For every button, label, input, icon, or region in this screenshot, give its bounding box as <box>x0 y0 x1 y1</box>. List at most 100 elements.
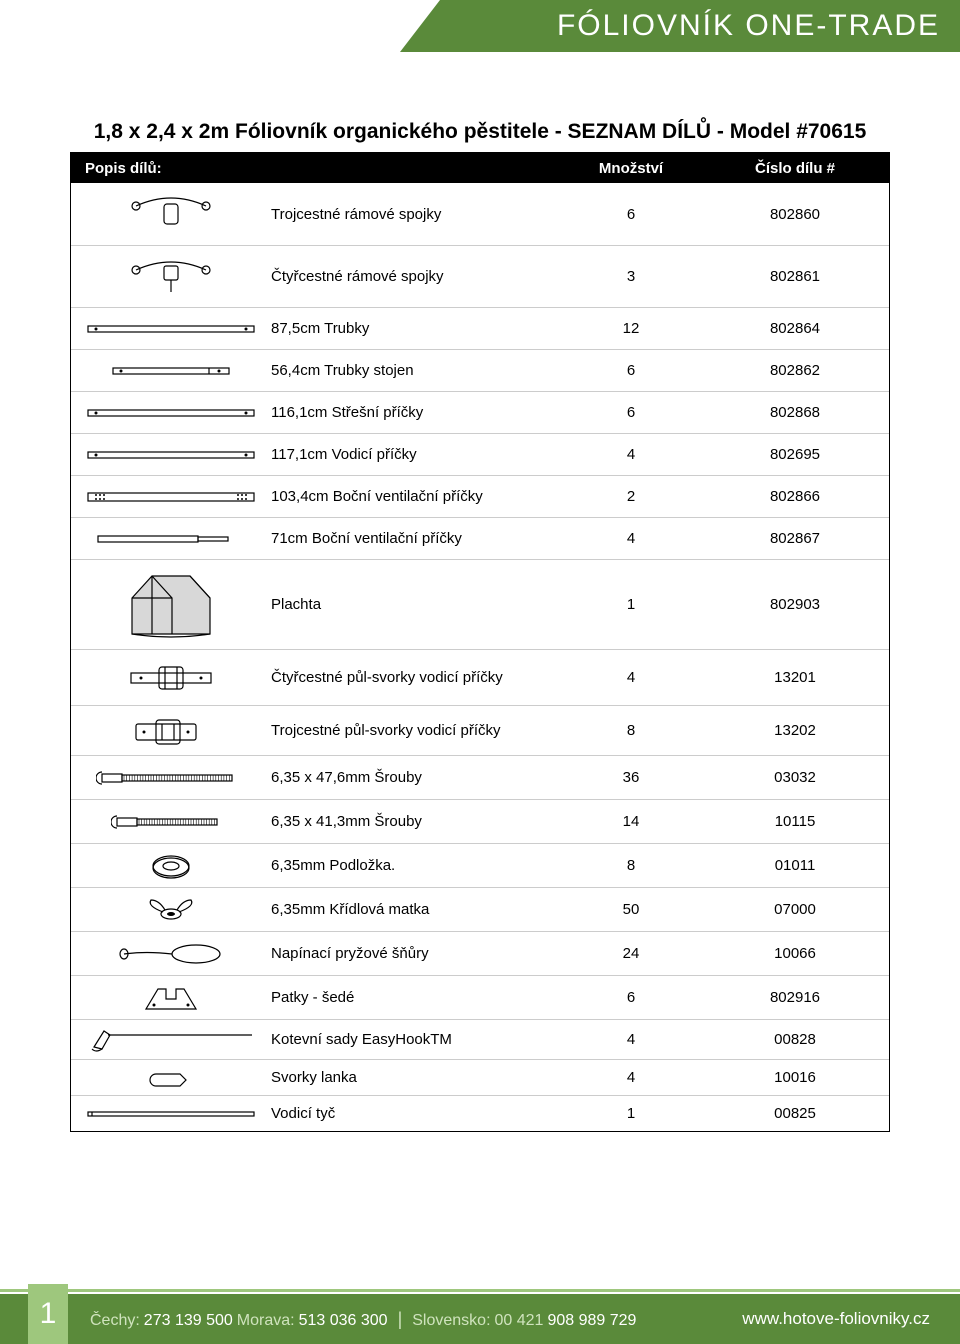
washer-icon <box>71 852 271 880</box>
cell-partnumber: 802903 <box>701 596 889 613</box>
cell-quantity: 6 <box>561 206 701 223</box>
tube-half-icon <box>71 532 271 546</box>
cell-description: 87,5cm Trubky <box>271 320 561 337</box>
table-row: 116,1cm Střešní příčky6802868 <box>71 391 889 433</box>
cell-description: Čtyřcestné půl-svorky vodicí příčky <box>271 669 561 686</box>
cell-partnumber: 10016 <box>701 1069 889 1086</box>
cell-description: 6,35mm Křídlová matka <box>271 901 561 918</box>
cell-description: Čtyřcestné rámové spojky <box>271 268 561 285</box>
footer-cechy-phone: 273 139 500 <box>144 1312 233 1330</box>
cell-quantity: 4 <box>561 446 701 463</box>
footer-separator: | <box>398 1309 403 1330</box>
cell-quantity: 4 <box>561 669 701 686</box>
page-title: 1,8 x 2,4 x 2m Fóliovník organického pěs… <box>70 120 890 144</box>
cell-description: 71cm Boční ventilační příčky <box>271 530 561 547</box>
tube-long-icon <box>71 448 271 462</box>
bolt-short-icon <box>71 812 271 832</box>
cell-quantity: 1 <box>561 1105 701 1122</box>
cell-description: Plachta <box>271 596 561 613</box>
cell-partnumber: 802867 <box>701 530 889 547</box>
tube-long-icon <box>71 406 271 420</box>
table-row: Trojcestné půl-svorky vodicí příčky81320… <box>71 705 889 755</box>
cell-quantity: 24 <box>561 945 701 962</box>
table-row: 71cm Boční ventilační příčky4802867 <box>71 517 889 559</box>
cell-partnumber: 00825 <box>701 1105 889 1122</box>
cell-description: Trojcestné rámové spojky <box>271 206 561 223</box>
cell-partnumber: 01011 <box>701 857 889 874</box>
table-row: Svorky lanka410016 <box>71 1059 889 1095</box>
rod-icon <box>71 1109 271 1119</box>
cell-partnumber: 07000 <box>701 901 889 918</box>
table-body: Trojcestné rámové spojky6802860Čtyřcestn… <box>71 183 889 1131</box>
table-row: Čtyřcestné rámové spojky3802861 <box>71 245 889 307</box>
cell-partnumber: 13201 <box>701 669 889 686</box>
cell-description: Napínací pryžové šňůry <box>271 945 561 962</box>
cell-partnumber: 10115 <box>701 813 889 830</box>
table-row: Napínací pryžové šňůry2410066 <box>71 931 889 975</box>
parts-table: Popis dílů: Množství Číslo dílu # Trojce… <box>70 152 890 1132</box>
cell-quantity: 4 <box>561 1031 701 1048</box>
table-row: 56,4cm Trubky stojen6802862 <box>71 349 889 391</box>
cell-quantity: 6 <box>561 989 701 1006</box>
cell-partnumber: 802860 <box>701 206 889 223</box>
cell-description: Kotevní sady EasyHookTM <box>271 1031 561 1048</box>
table-row: 6,35 x 47,6mm Šrouby3603032 <box>71 755 889 799</box>
tube-long-icon <box>71 322 271 336</box>
connector-4way-icon <box>71 256 271 298</box>
table-row: Patky - šedé6802916 <box>71 975 889 1019</box>
cell-quantity: 3 <box>561 268 701 285</box>
footer-slovensko-phone: 908 989 729 <box>547 1312 636 1330</box>
connector-3way-icon <box>71 194 271 234</box>
wingnut-icon <box>71 896 271 924</box>
footer: Čechy: 273 139 500 Morava: 513 036 300 |… <box>0 1294 960 1344</box>
cell-partnumber: 802868 <box>701 404 889 421</box>
cell-quantity: 1 <box>561 596 701 613</box>
cell-description: 6,35mm Podložka. <box>271 857 561 874</box>
cell-quantity: 12 <box>561 320 701 337</box>
cell-quantity: 36 <box>561 769 701 786</box>
footer-slovensko-prefix: 00 421 <box>495 1312 544 1330</box>
cell-quantity: 4 <box>561 1069 701 1086</box>
cell-quantity: 6 <box>561 362 701 379</box>
cell-description: Vodicí tyč <box>271 1105 561 1122</box>
bungee-icon <box>71 941 271 967</box>
cell-quantity: 4 <box>561 530 701 547</box>
cell-quantity: 50 <box>561 901 701 918</box>
table-row: Čtyřcestné půl-svorky vodicí příčky41320… <box>71 649 889 705</box>
cell-quantity: 6 <box>561 404 701 421</box>
cell-description: 103,4cm Boční ventilační příčky <box>271 488 561 505</box>
tube-short-icon <box>71 364 271 378</box>
cell-partnumber: 802866 <box>701 488 889 505</box>
cell-description: 6,35 x 41,3mm Šrouby <box>271 813 561 830</box>
table-row: 117,1cm Vodicí příčky4802695 <box>71 433 889 475</box>
table-row: Plachta1802903 <box>71 559 889 649</box>
cell-partnumber: 802861 <box>701 268 889 285</box>
footer-contacts: Čechy: 273 139 500 Morava: 513 036 300 |… <box>90 1309 636 1330</box>
cell-quantity: 2 <box>561 488 701 505</box>
footer-slovensko-label: Slovensko: <box>412 1312 490 1330</box>
col-header-description: Popis dílů: <box>71 160 561 177</box>
footer-morava-phone: 513 036 300 <box>299 1312 388 1330</box>
cell-partnumber: 802916 <box>701 989 889 1006</box>
table-header: Popis dílů: Množství Číslo dílu # <box>71 153 889 183</box>
greenhouse-icon <box>71 568 271 642</box>
footer-cechy-label: Čechy: <box>90 1312 140 1330</box>
footer-morava-label: Morava: <box>237 1312 295 1330</box>
cell-partnumber: 03032 <box>701 769 889 786</box>
cell-partnumber: 13202 <box>701 722 889 739</box>
cell-partnumber: 00828 <box>701 1031 889 1048</box>
cell-description: 6,35 x 47,6mm Šrouby <box>271 769 561 786</box>
tube-vent-icon <box>71 489 271 505</box>
table-row: Kotevní sady EasyHookTM400828 <box>71 1019 889 1059</box>
cell-description: 56,4cm Trubky stojen <box>271 362 561 379</box>
table-row: 103,4cm Boční ventilační příčky2802866 <box>71 475 889 517</box>
table-row: 87,5cm Trubky12802864 <box>71 307 889 349</box>
cell-description: Svorky lanka <box>271 1069 561 1086</box>
clamp-3-icon <box>71 716 271 746</box>
anchor-icon <box>71 1025 271 1055</box>
content: 1,8 x 2,4 x 2m Fóliovník organického pěs… <box>70 120 890 1132</box>
cell-quantity: 8 <box>561 722 701 739</box>
bolt-long-icon <box>71 768 271 788</box>
table-row: Vodicí tyč100825 <box>71 1095 889 1131</box>
header-brand: FÓLIOVNÍK ONE-TRADE <box>440 0 940 52</box>
